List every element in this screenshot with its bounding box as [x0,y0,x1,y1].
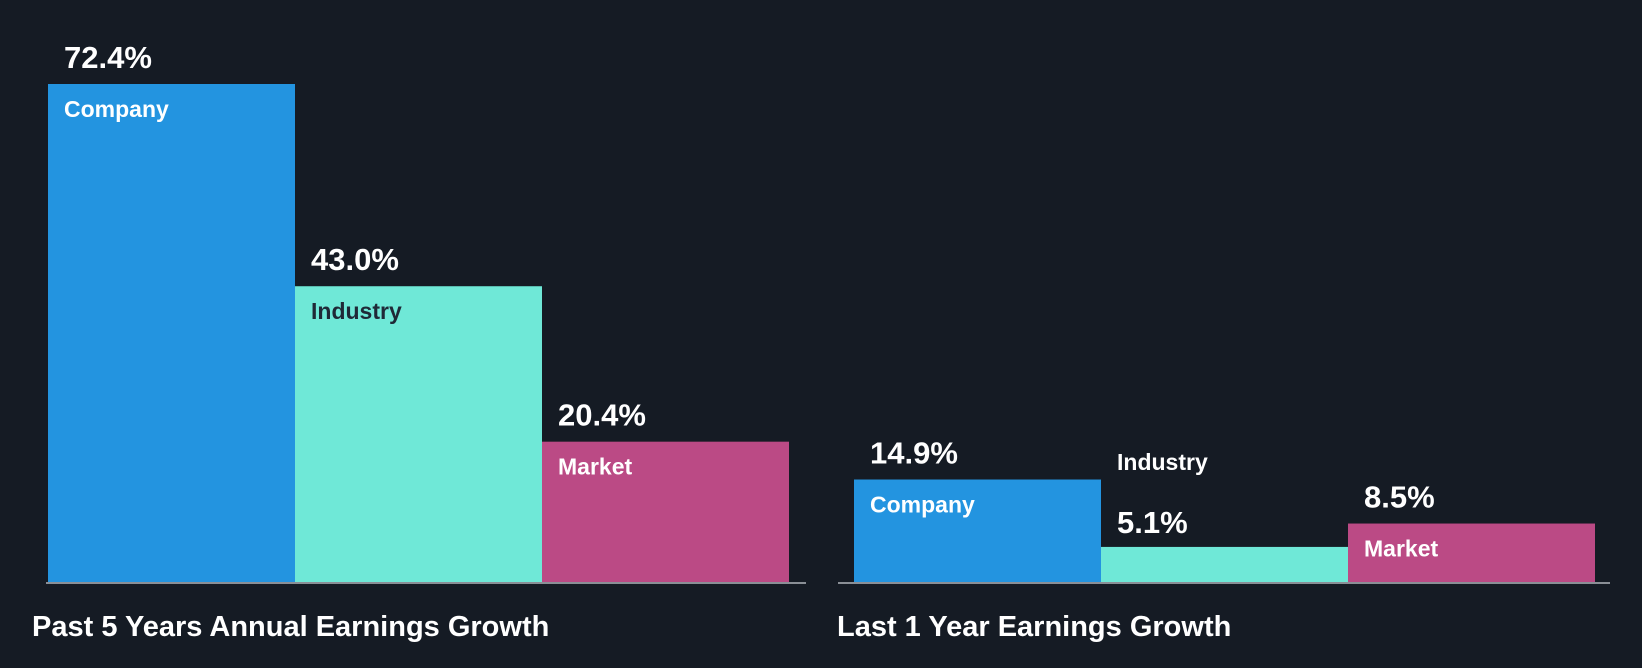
value-label-company-5y: 72.4% [64,40,152,75]
bar-industry-5y [295,286,542,582]
bar-company-5y [48,84,295,582]
category-label-company-1y: Company [870,492,975,518]
value-label-market-5y: 20.4% [558,398,646,433]
chart-title-5y: Past 5 Years Annual Earnings Growth [32,611,549,643]
value-label-industry-5y: 43.0% [311,242,399,277]
category-label-company-5y: Company [64,96,169,122]
chart-title-1y: Last 1 Year Earnings Growth [837,611,1231,643]
bar-industry-1y [1101,546,1348,582]
bar-market-5y [542,441,789,582]
value-label-company-1y: 14.9% [870,436,958,471]
category-label-market-5y: Market [558,454,632,480]
bar-company-1y [854,479,1101,582]
value-label-industry-1y: 5.1% [1117,505,1188,540]
category-label-industry-5y: Industry [311,298,402,324]
panel-last-1-year: 14.9% 5.1% 8.5% Company Industry Market … [837,436,1610,643]
category-label-industry-1y: Industry [1117,449,1208,475]
value-label-market-1y: 8.5% [1364,480,1435,515]
category-label-market-1y: Market [1364,536,1438,562]
panel-past-5-years: 72.4% 43.0% 20.4% Company Industry Marke… [32,40,806,643]
bar-market-1y [1348,523,1595,582]
